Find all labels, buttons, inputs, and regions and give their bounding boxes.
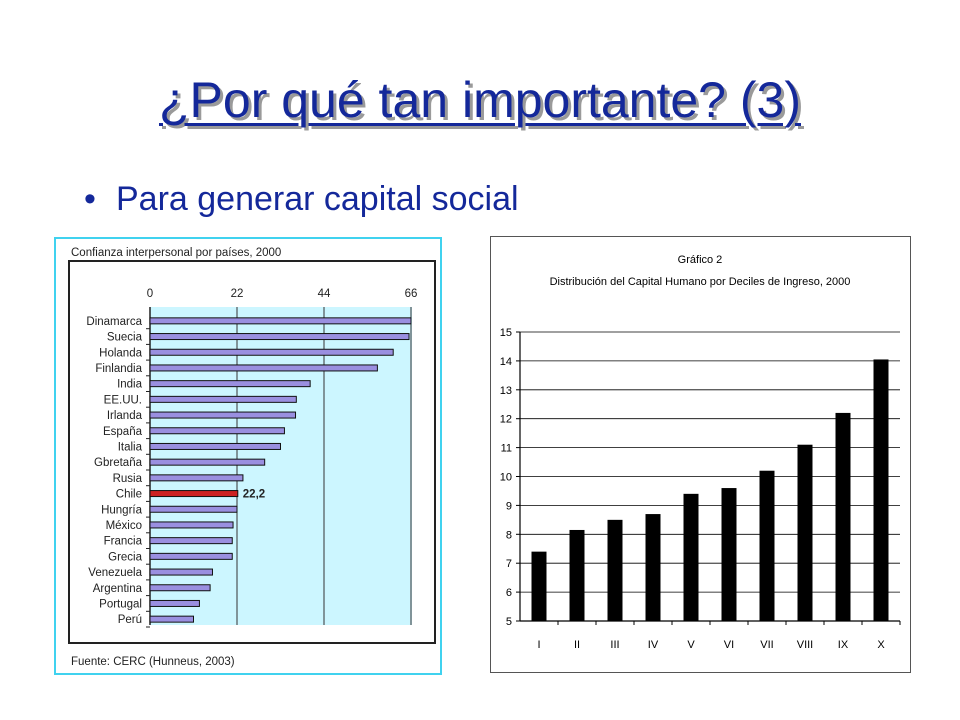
slide-title-area: ¿Por qué tan importante? (3) ¿Por qué ta… xyxy=(0,70,960,150)
bar-grecia xyxy=(149,552,233,560)
x-tick-label: VII xyxy=(760,639,773,651)
category-label: Venezuela xyxy=(88,567,142,579)
bar-portugal xyxy=(149,599,200,607)
category-label: Portugal xyxy=(99,598,142,610)
bullet-item: • Para generar capital social xyxy=(84,174,519,224)
chart-source: Fuente: CERC (Hunneus, 2003) xyxy=(71,656,235,668)
category-label: Rusia xyxy=(113,473,143,485)
x-tick-label: VI xyxy=(724,639,734,651)
bar-suecia xyxy=(149,333,410,341)
y-tick-label: 7 xyxy=(506,558,512,570)
bar-decile-viii xyxy=(797,444,813,621)
x-tick-label: I xyxy=(537,639,540,651)
x-tick-label: II xyxy=(574,639,580,651)
category-label: Irlanda xyxy=(107,410,143,422)
bar-decile-vi xyxy=(721,488,737,621)
bar-decile-iii xyxy=(607,519,623,621)
bar-gbreta-a xyxy=(149,458,266,466)
x-tick-label: IV xyxy=(648,639,659,651)
bar-decile-x xyxy=(873,359,889,621)
category-label: Finlandia xyxy=(95,363,142,375)
bar-irlanda xyxy=(149,411,297,419)
x-tick-label: X xyxy=(877,639,885,651)
category-label: Chile xyxy=(116,489,142,501)
bar-venezuela xyxy=(149,568,213,576)
bar-chile xyxy=(149,490,239,498)
bar-decile-vii xyxy=(759,470,775,621)
x-tick-label: 22 xyxy=(231,288,244,300)
x-tick-label: VIII xyxy=(797,639,814,651)
category-label: España xyxy=(103,426,143,438)
x-tick-label: V xyxy=(687,639,695,651)
bar-espa-a xyxy=(149,427,285,435)
bar-dinamarca xyxy=(149,317,412,325)
slide-title-shadow: ¿Por qué tan importante? (3) xyxy=(162,75,804,131)
category-label: Perú xyxy=(118,614,142,626)
category-label: Francia xyxy=(104,536,143,548)
category-label: Argentina xyxy=(93,583,143,595)
x-tick-label: IX xyxy=(838,639,849,651)
y-tick-label: 15 xyxy=(500,327,512,339)
x-tick-label: III xyxy=(610,639,619,651)
x-tick-label: 44 xyxy=(318,288,331,300)
bar-india xyxy=(149,380,311,388)
bar-decile-iv xyxy=(645,514,661,621)
data-label: 22,2 xyxy=(243,489,265,501)
y-tick-label: 11 xyxy=(501,443,512,455)
category-label: Dinamarca xyxy=(86,316,142,328)
inner-frame xyxy=(68,260,436,644)
trust-by-country-chart: Confianza interpersonal por países, 2000… xyxy=(54,237,442,675)
bar-italia xyxy=(149,442,281,450)
bar-per- xyxy=(149,615,194,623)
bar-m-xico xyxy=(149,521,234,529)
bar-rusia xyxy=(149,474,244,482)
category-label: Italia xyxy=(118,441,143,453)
bar-decile-i xyxy=(531,551,547,621)
bar-decile-ix xyxy=(835,412,851,621)
bar-francia xyxy=(149,537,233,545)
bar-ee-uu- xyxy=(149,395,297,403)
slide-title: ¿Por qué tan importante? (3) xyxy=(159,72,801,128)
y-tick-label: 13 xyxy=(500,385,512,397)
bar-hungr-a xyxy=(149,505,238,513)
y-tick-label: 9 xyxy=(506,500,512,512)
x-tick-label: 66 xyxy=(405,288,418,300)
category-label: Grecia xyxy=(108,551,142,563)
category-label: Hungría xyxy=(101,504,143,516)
y-tick-label: 14 xyxy=(500,356,512,368)
y-tick-label: 12 xyxy=(500,414,512,426)
category-label: Holanda xyxy=(99,347,142,359)
human-capital-chart: Gráfico 2 Distribución del Capital Human… xyxy=(490,236,911,673)
chart-subtitle: Distribución del Capital Humano por Deci… xyxy=(550,276,851,288)
bar-decile-ii xyxy=(569,529,585,621)
y-tick-label: 6 xyxy=(506,587,512,599)
x-tick-label: 0 xyxy=(147,288,153,300)
bar-holanda xyxy=(149,348,394,356)
y-tick-label: 8 xyxy=(506,529,512,541)
category-label: México xyxy=(106,520,142,532)
bar-argentina xyxy=(149,584,211,592)
bar-finlandia xyxy=(149,364,378,372)
bullet-marker: • xyxy=(84,180,96,218)
chart-title: Confianza interpersonal por países, 2000 xyxy=(71,247,281,259)
y-tick-label: 10 xyxy=(500,472,512,484)
y-tick-label: 5 xyxy=(506,616,512,628)
category-label: India xyxy=(117,379,143,391)
category-label: EE.UU. xyxy=(104,394,142,406)
bar-decile-v xyxy=(683,493,699,621)
category-label: Suecia xyxy=(107,332,143,344)
bullet-text: Para generar capital social xyxy=(116,180,519,218)
category-label: Gbretaña xyxy=(94,457,143,469)
chart-title: Gráfico 2 xyxy=(678,254,723,266)
